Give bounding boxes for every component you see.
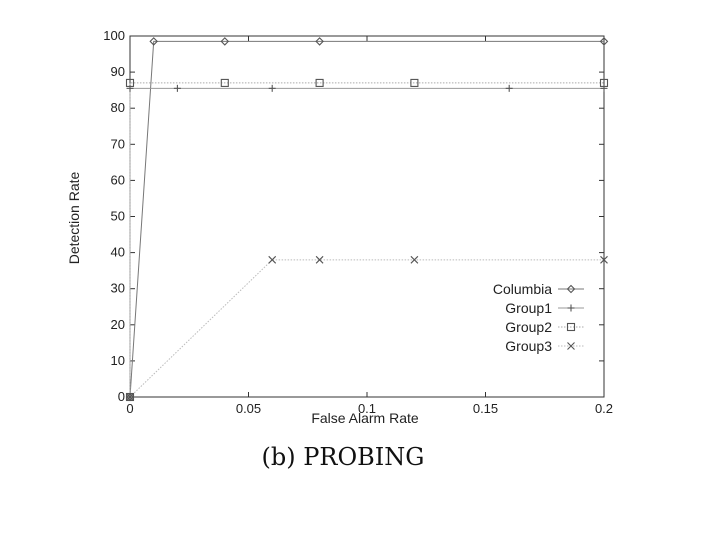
x-marker	[567, 342, 575, 350]
series-markers	[125, 37, 609, 402]
plus-marker	[505, 84, 513, 92]
series-points-group2	[125, 78, 609, 402]
square-marker	[125, 392, 135, 402]
legend-label: Group1	[505, 300, 552, 316]
plus-marker	[567, 304, 575, 312]
x-tick-label: 0.1	[358, 401, 376, 416]
legend-item-columbia: Columbia	[493, 281, 584, 297]
y-tick-label: 30	[111, 281, 125, 296]
legend-item-group1: Group1	[505, 300, 584, 316]
y-tick-label: 20	[111, 317, 125, 332]
y-ticks: 0 10 20 30 40 50 60 70 80 90 100	[103, 28, 604, 404]
series-line-columbia	[129, 40, 604, 398]
square-marker	[220, 78, 229, 87]
plot-area: 0 10 20 30 40 50 60 70 80 90 100 0 0.05 0.1 0.15 0.2	[103, 28, 613, 416]
diamond-marker	[315, 37, 324, 46]
x-marker	[126, 393, 134, 401]
diamond-marker	[149, 37, 158, 46]
y-tick-label: 60	[111, 172, 125, 187]
legend-item-group3: Group3	[505, 338, 584, 354]
series-lines	[129, 40, 604, 398]
series-line-group1	[129, 87, 604, 397]
y-tick-label: 70	[111, 136, 125, 151]
y-tick-label: 40	[111, 245, 125, 260]
x-ticks: 0 0.05 0.1 0.15 0.2	[126, 36, 613, 416]
x-tick-label: 0.2	[595, 401, 613, 416]
diamond-marker	[599, 37, 609, 46]
y-tick-label: 0	[118, 389, 125, 404]
y-axis-label: Detection Rate	[66, 171, 82, 264]
plus-marker	[173, 84, 181, 92]
y-tick-label: 10	[111, 353, 125, 368]
legend-item-group2: Group2	[505, 319, 584, 335]
series-points-group1	[126, 84, 608, 401]
plus-marker	[268, 84, 276, 92]
series-points-group3	[126, 255, 608, 401]
legend-label: Group3	[505, 338, 552, 354]
square-marker	[599, 78, 609, 87]
x-marker	[600, 255, 608, 264]
y-tick-label: 90	[111, 64, 125, 79]
series-line-group3	[129, 259, 604, 398]
x-marker	[268, 255, 277, 264]
diamond-marker	[566, 284, 576, 294]
y-tick-label: 80	[111, 100, 125, 115]
square-marker	[315, 78, 324, 87]
legend-label: Columbia	[493, 281, 552, 297]
legend-label: Group2	[505, 319, 552, 335]
diamond-marker	[220, 37, 230, 46]
series-points-columbia	[125, 37, 609, 402]
chart-caption: (b) PROBING	[262, 443, 425, 471]
legend: Columbia Group1 Group2 Group3	[493, 281, 584, 354]
x-marker	[410, 255, 419, 264]
y-tick-label: 50	[111, 209, 125, 224]
square-marker	[410, 78, 419, 87]
x-marker	[315, 255, 324, 264]
x-tick-label: 0.05	[236, 401, 261, 416]
series-line-group2	[129, 82, 604, 397]
square-marker	[566, 322, 576, 332]
x-tick-label: 0.15	[473, 401, 498, 416]
y-tick-label: 100	[103, 28, 125, 43]
x-axis-label: False Alarm Rate	[311, 410, 419, 426]
square-marker	[125, 78, 135, 87]
x-tick-label: 0	[126, 401, 133, 416]
